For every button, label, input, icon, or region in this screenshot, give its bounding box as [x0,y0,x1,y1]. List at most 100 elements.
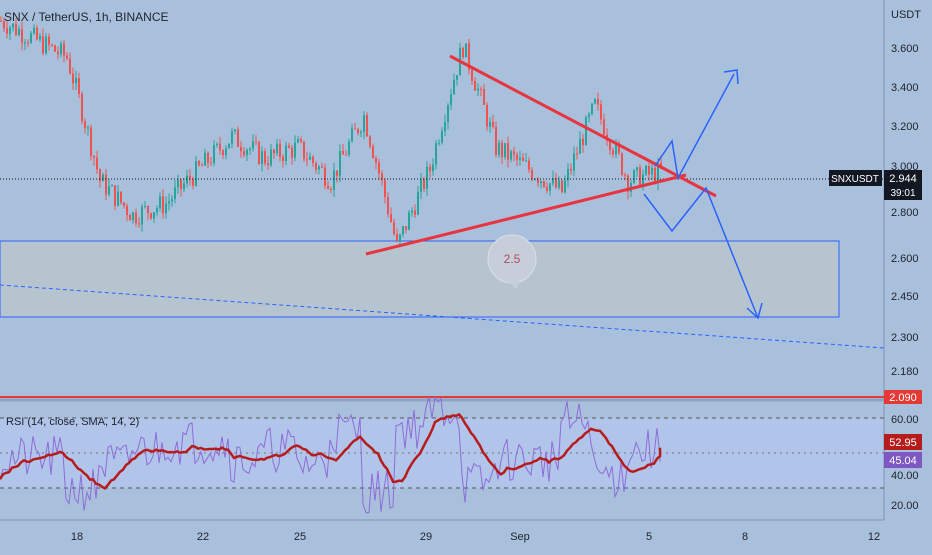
rsi-sma-line [0,412,662,490]
candle-body [300,139,302,142]
candle-body [303,141,305,160]
candle-body [78,77,80,94]
candle-body [144,205,146,207]
candle-body [147,205,149,214]
candle-body [315,163,317,170]
symbol-tag-bg [829,170,882,186]
candle-body [201,165,203,167]
candle-body [69,58,71,74]
candle-body [438,142,440,144]
candle-body [81,93,83,122]
candle-body [426,166,428,189]
candle-body [573,153,575,171]
time-tick-label: 8 [742,531,748,543]
price-tick-label: 2.800 [891,207,919,219]
candle-body [612,150,614,155]
candle-body [336,170,338,176]
candle-body [225,148,227,156]
rsi-tick-40: 40.00 [891,470,919,482]
price-tick-label: 3.600 [891,43,919,55]
candle-body [48,36,50,45]
candle-body [102,174,104,182]
candle-body [483,89,485,105]
candle-body [636,167,638,171]
candle-body [504,143,506,158]
candle-body [306,159,308,161]
candle-body [423,178,425,189]
candle-body [294,142,296,158]
candle-body [390,214,392,223]
price-tick-label: 2.300 [891,332,919,344]
candle-body [528,160,530,170]
bear-projection-path [643,186,759,319]
candle-body [642,174,644,188]
candle-body [318,166,320,170]
candle-body [471,69,473,81]
candle-body [408,212,410,230]
price-tag: SNXUSDT 2.944 39:01 [829,170,922,200]
candle-body [360,131,362,134]
candle-body [576,153,578,155]
candle-body [420,178,422,192]
candle-body [213,144,215,164]
candle-body [3,21,5,29]
bull-projection-path [654,73,735,181]
candle-body [372,146,374,159]
candle-body [552,177,554,184]
candle-body [453,79,455,95]
candle-body [486,104,488,127]
candle-body [246,149,248,156]
candle-body [9,27,11,34]
candle-body [249,148,251,150]
candle-body [111,185,113,187]
candle-body [339,150,341,176]
candle-body [480,88,482,90]
candles-group [0,16,662,245]
candle-body [333,170,335,190]
candle-body [324,167,326,186]
price-tag-value: 2.944 [889,173,917,185]
support-tag-text: 2.090 [889,392,917,404]
candle-body [396,234,398,241]
candle-body [525,160,527,162]
candle-body [447,105,449,122]
candle-body [84,121,86,129]
candle-body [381,173,383,181]
time-tick-label: 5 [646,531,652,543]
price-tick-label: 2.180 [891,366,919,378]
candle-body [600,104,602,120]
callout-bubble[interactable]: 2.5 [487,234,537,289]
candle-body [564,180,566,193]
candle-body [546,186,548,191]
price-tick-label: 3.200 [891,121,919,133]
candle-body [6,28,8,34]
candle-body [159,196,161,209]
candle-body [654,167,656,183]
candle-body [204,152,206,166]
candle-body [99,169,101,182]
candle-body [540,181,542,184]
candle-body [660,162,662,168]
support-zone [0,240,840,318]
candle-body [279,143,281,158]
candle-body [432,164,434,172]
candle-body [648,165,650,175]
candle-body [366,115,368,137]
chart-title: SNX / TetherUS, 1h, BINANCE [4,10,169,24]
candle-body [21,29,23,43]
candle-body [591,103,593,115]
candle-body [222,150,224,156]
candle-body [516,154,518,160]
dashed-trendline [0,284,885,349]
candle-body [375,158,377,163]
candle-body [54,45,56,52]
candle-body [135,212,137,224]
candle-body [243,151,245,156]
candle-body [261,151,263,164]
candle-body [363,115,365,132]
candle-body [60,43,62,55]
candle-body [57,51,59,55]
candle-body [414,210,416,215]
candle-body [276,143,278,154]
